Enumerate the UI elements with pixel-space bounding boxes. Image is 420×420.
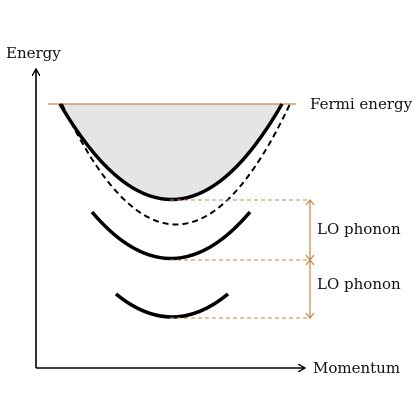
lo-phonon-label-lower: LO phonon <box>317 275 401 293</box>
replica-band-2-curve <box>114 292 230 319</box>
fermi-energy-label: Fermi energy <box>310 95 413 113</box>
lo-phonon-label-upper: LO phonon <box>317 220 401 238</box>
dashed-band-curve <box>61 103 291 226</box>
momentum-axis-label: Momentum <box>313 359 400 377</box>
replica-band-1-curve <box>90 210 252 261</box>
energy-axis-label: Energy <box>6 44 61 62</box>
